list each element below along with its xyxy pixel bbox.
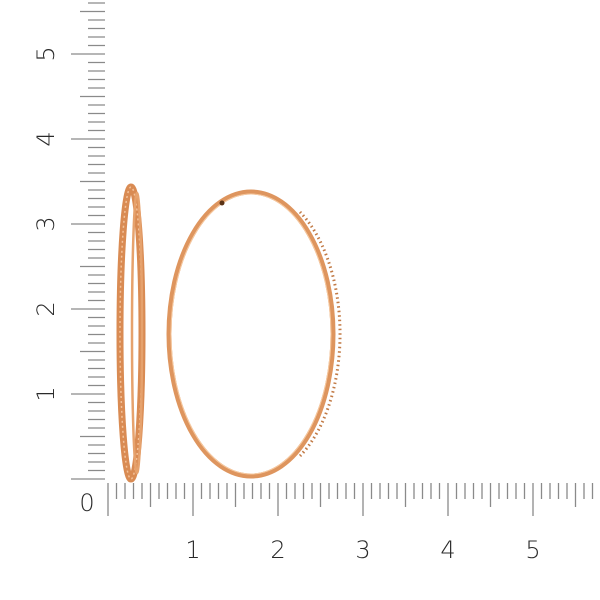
horizontal-label: 3 [355, 536, 370, 564]
hoop-clasp [219, 200, 225, 206]
horizontal-label: 2 [270, 536, 285, 564]
earring-front-view [166, 189, 342, 479]
earring-side-view [116, 183, 146, 483]
horizontal-label: 1 [185, 536, 200, 564]
vertical-label: 1 [32, 386, 60, 401]
vertical-label: 5 [32, 46, 60, 61]
horizontal-label: 5 [525, 536, 540, 564]
vertical-ruler [71, 2, 105, 480]
horizontal-label: 4 [440, 536, 455, 564]
vertical-label: 3 [32, 216, 60, 231]
horizontal-ruler [107, 483, 594, 516]
vertical-label: 2 [32, 301, 60, 316]
vertical-label: 4 [32, 131, 60, 146]
origin-label: 0 [79, 489, 94, 517]
